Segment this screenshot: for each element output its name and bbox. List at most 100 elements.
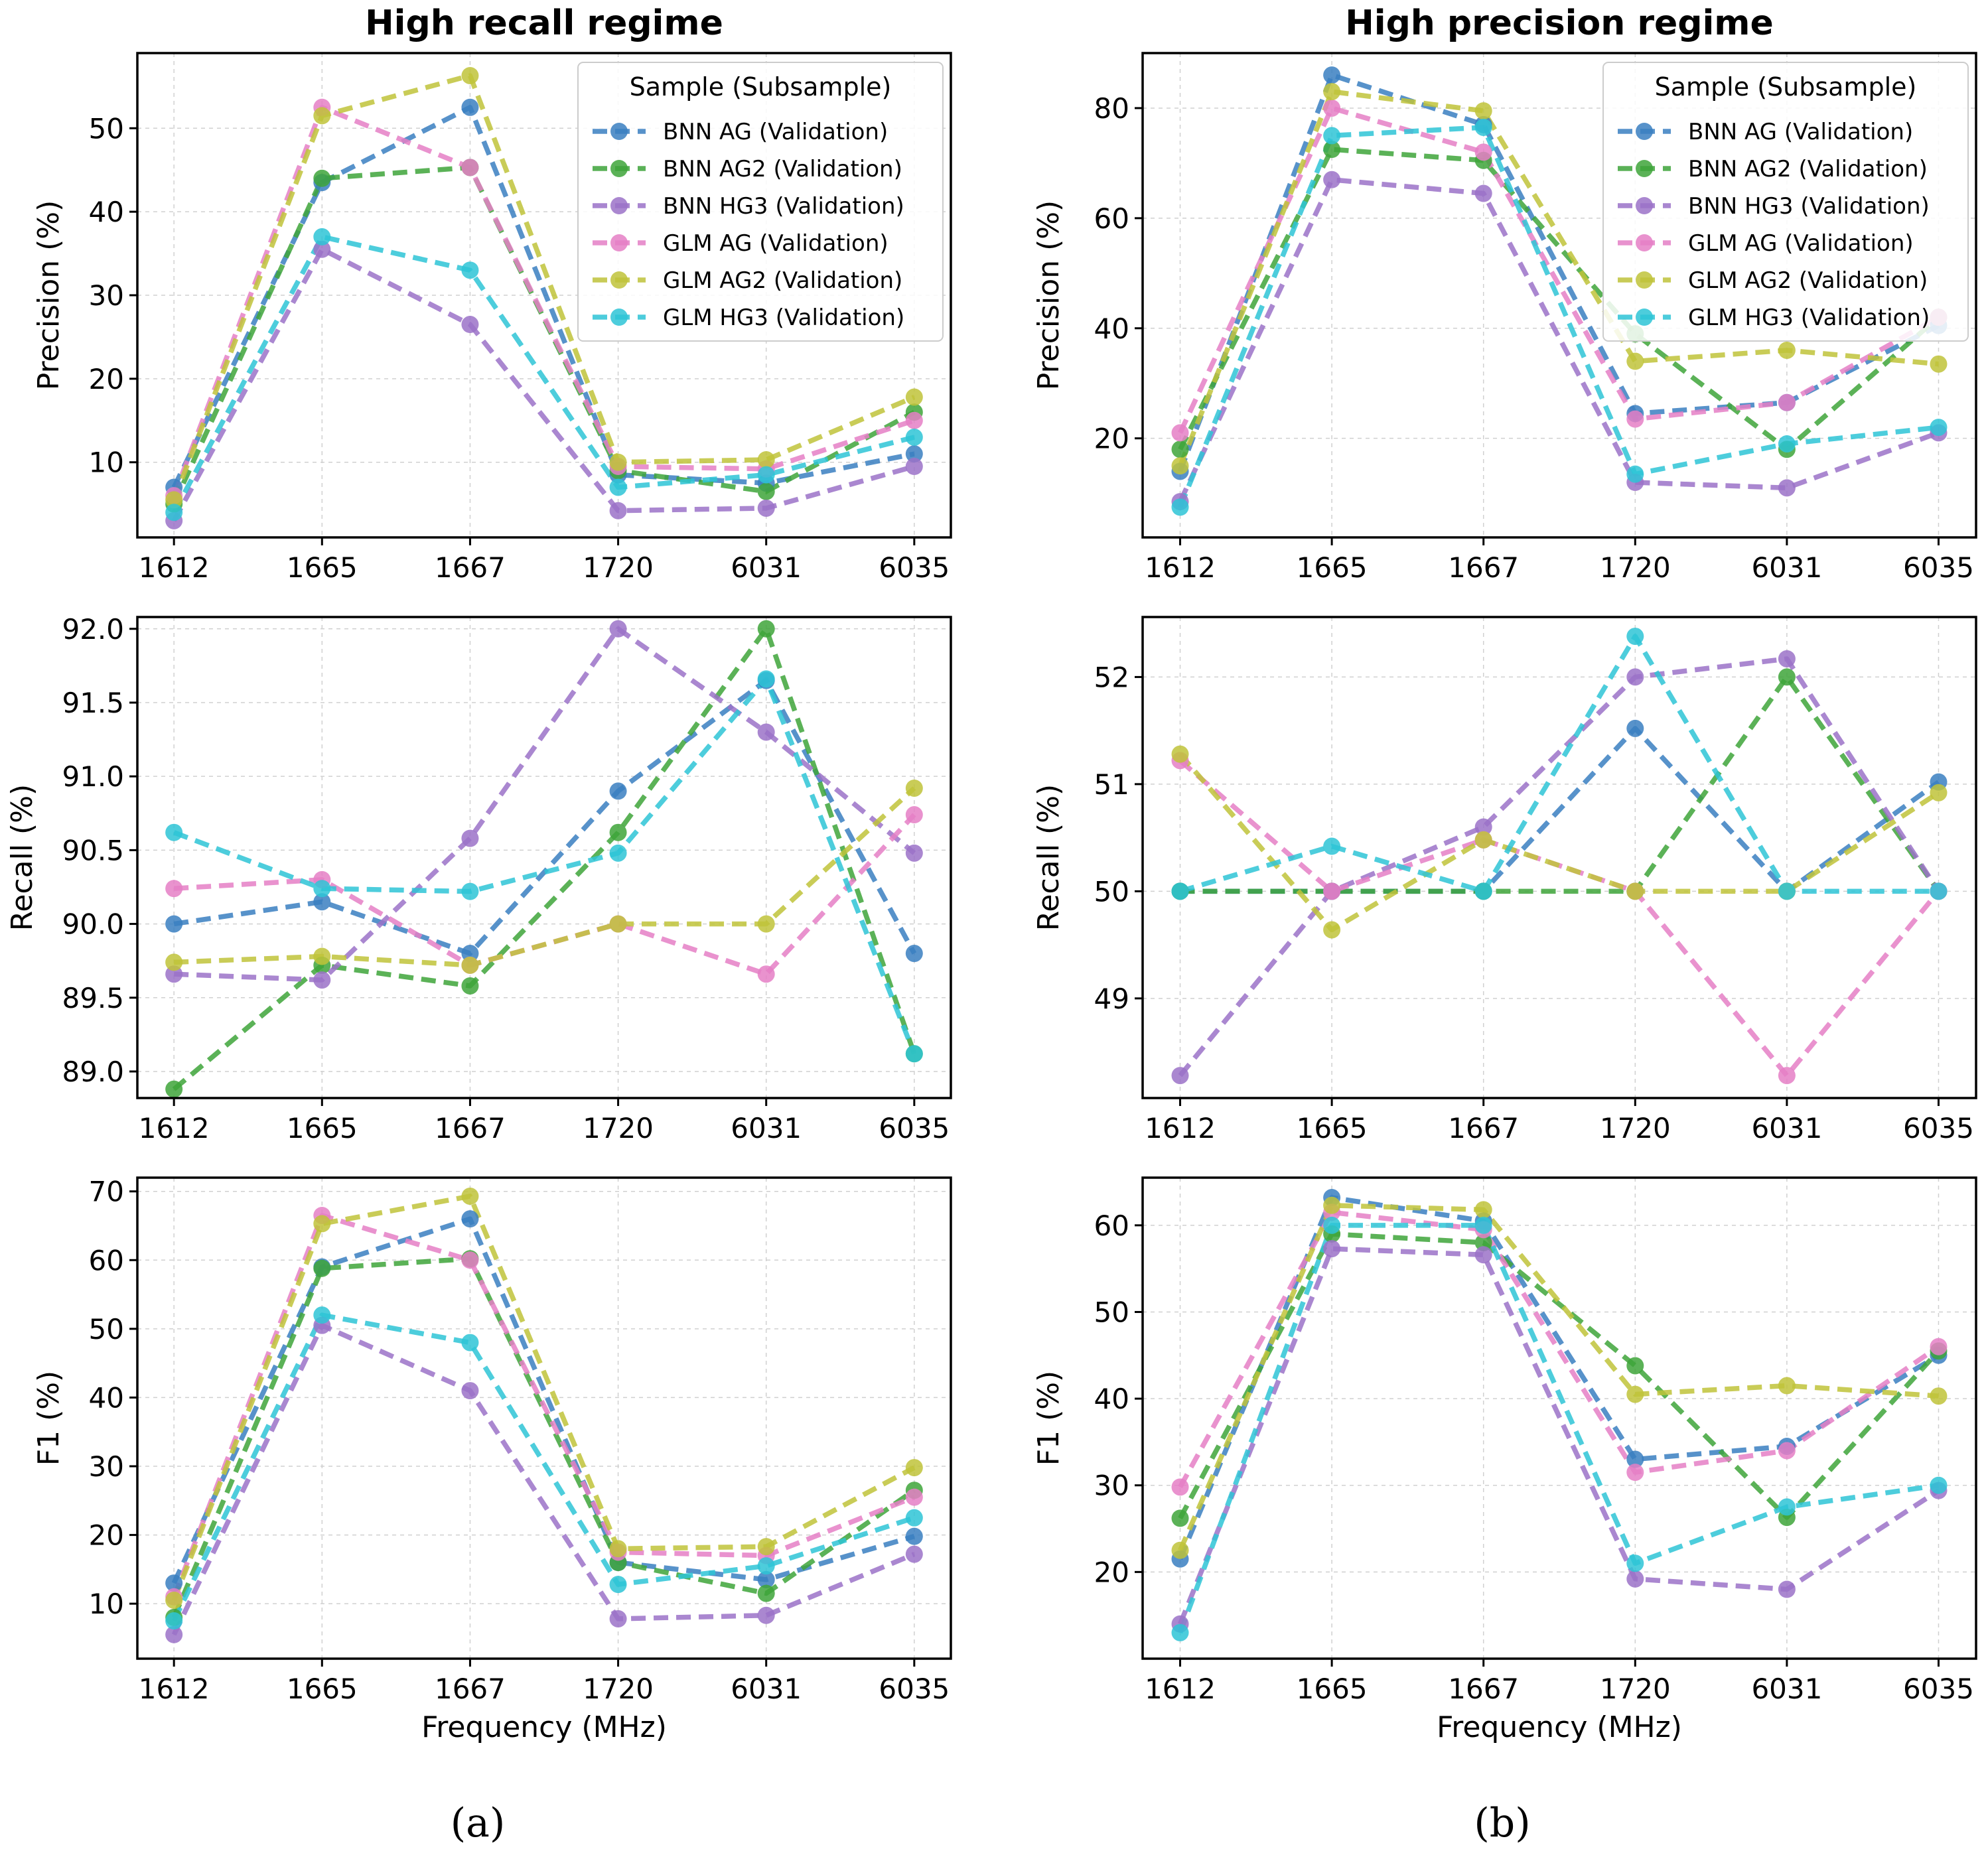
y-tick-label: 50 [89, 112, 124, 145]
plot-frame [1141, 616, 1977, 1099]
data-point [1778, 479, 1796, 497]
y-tick-label: 40 [1094, 312, 1129, 345]
data-point [1778, 650, 1796, 667]
data-point [905, 411, 923, 429]
caption-b: (b) [1474, 1800, 1530, 1846]
y-tick-label: 10 [89, 447, 124, 479]
data-point [1930, 1387, 1948, 1405]
legend-entry-label: GLM AG (Validation) [1688, 230, 1914, 257]
chart-title: High recall regime [365, 3, 723, 43]
data-point [1171, 882, 1189, 900]
series-line-0 [1178, 1195, 1940, 1560]
data-point [1323, 921, 1341, 939]
series-line-5 [1178, 125, 1939, 508]
plot-frame [136, 1176, 952, 1660]
data-point [1778, 435, 1796, 452]
x-tick-label: 1720 [1600, 1673, 1671, 1705]
data-point [1626, 1450, 1644, 1468]
y-tick-label: 91.5 [62, 687, 124, 719]
y-tick-label: 30 [1094, 1470, 1129, 1502]
data-point [1778, 341, 1796, 359]
data-point [757, 499, 775, 517]
data-point [461, 66, 479, 84]
series-line-3 [1178, 758, 1941, 1078]
x-tick-label: 1667 [1448, 1673, 1519, 1705]
y-tick-label: 90.5 [62, 834, 124, 866]
data-point [1474, 882, 1492, 900]
legend: Sample (Subsample) BNN AG (Validation) BNN… [1602, 62, 1969, 342]
series-line-1 [171, 165, 916, 506]
data-point [1626, 352, 1644, 370]
data-point [905, 1045, 923, 1063]
data-point [1930, 1338, 1948, 1355]
legend: Sample (Subsample) BNN AG (Validation) BNN… [577, 62, 944, 342]
data-point [905, 1509, 923, 1527]
y-tick-label: 92.0 [62, 613, 124, 646]
data-point [1323, 99, 1341, 117]
data-point [1323, 1240, 1341, 1258]
series-line-1 [172, 626, 917, 1091]
legend-box [1602, 62, 1969, 342]
legend-entry-label: BNN AG (Validation) [663, 119, 888, 145]
data-point [461, 945, 479, 963]
x-tick-label: 1667 [1448, 1112, 1519, 1144]
data-point [609, 823, 627, 841]
data-point [1474, 1216, 1492, 1234]
data-point [461, 261, 479, 279]
data-point [757, 1606, 775, 1624]
y-axis-label: Recall (%) [1032, 784, 1066, 931]
series-line-4 [1178, 1203, 1939, 1552]
data-point [1323, 1216, 1341, 1234]
x-tick-label: 1612 [1145, 1112, 1216, 1144]
series-line-3 [171, 1213, 916, 1598]
data-point [165, 1612, 183, 1630]
data-point [1930, 1476, 1948, 1494]
data-point [1778, 1580, 1796, 1598]
data-point [757, 1538, 775, 1556]
x-tick-label: 6031 [731, 551, 802, 584]
series-line-3 [1178, 1209, 1940, 1489]
data-point [313, 1306, 331, 1324]
chart-title: High precision regime [1345, 3, 1774, 43]
data-point [1626, 465, 1644, 483]
x-tick-label: 1667 [435, 551, 506, 584]
y-tick-label: 60 [1094, 202, 1129, 235]
data-point [313, 169, 331, 187]
data-point [757, 723, 775, 741]
data-point [1778, 1442, 1796, 1460]
y-tick-label: 90.0 [62, 908, 124, 941]
x-tick-label: 1720 [583, 1673, 654, 1705]
y-tick-label: 49 [1094, 983, 1129, 1015]
legend-swatch-marker [1636, 271, 1653, 289]
data-point [1626, 628, 1644, 646]
plot-frame [1141, 1176, 1977, 1660]
data-point [313, 1259, 331, 1277]
y-axis-label: F1 (%) [1032, 1371, 1066, 1466]
y-tick-label: 60 [89, 1244, 124, 1276]
y-tick-label: 70 [89, 1176, 124, 1208]
series-line-5 [171, 234, 915, 514]
y-tick-label: 60 [1094, 1209, 1129, 1242]
data-point [1930, 784, 1948, 801]
y-tick-label: 89.5 [62, 982, 124, 1014]
x-tick-label: 1612 [1145, 551, 1216, 584]
data-point [461, 977, 479, 995]
series-line-1 [1178, 147, 1940, 452]
y-tick-label: 80 [1094, 92, 1129, 125]
data-point [461, 1382, 479, 1400]
data-point [609, 1540, 627, 1558]
legend-title: Sample (Subsample) [630, 72, 892, 102]
data-point [165, 1574, 183, 1592]
legend-swatch-marker [1636, 160, 1653, 177]
legend-entry-label: GLM AG (Validation) [663, 230, 888, 257]
data-point [1474, 818, 1492, 836]
data-point [1474, 1233, 1492, 1251]
legend-entry-label: BNN HG3 (Validation) [663, 193, 904, 220]
x-tick-label: 6031 [1751, 551, 1822, 584]
data-point [609, 844, 627, 862]
plots-layer: 10 20 30 40 50 1612 1665 1667 1720 6031 6035 High r… [5, 3, 1977, 1744]
legend-box [577, 62, 944, 342]
y-tick-label: 20 [1094, 423, 1129, 455]
data-point [1626, 1464, 1644, 1482]
y-tick-label: 40 [89, 1381, 124, 1414]
